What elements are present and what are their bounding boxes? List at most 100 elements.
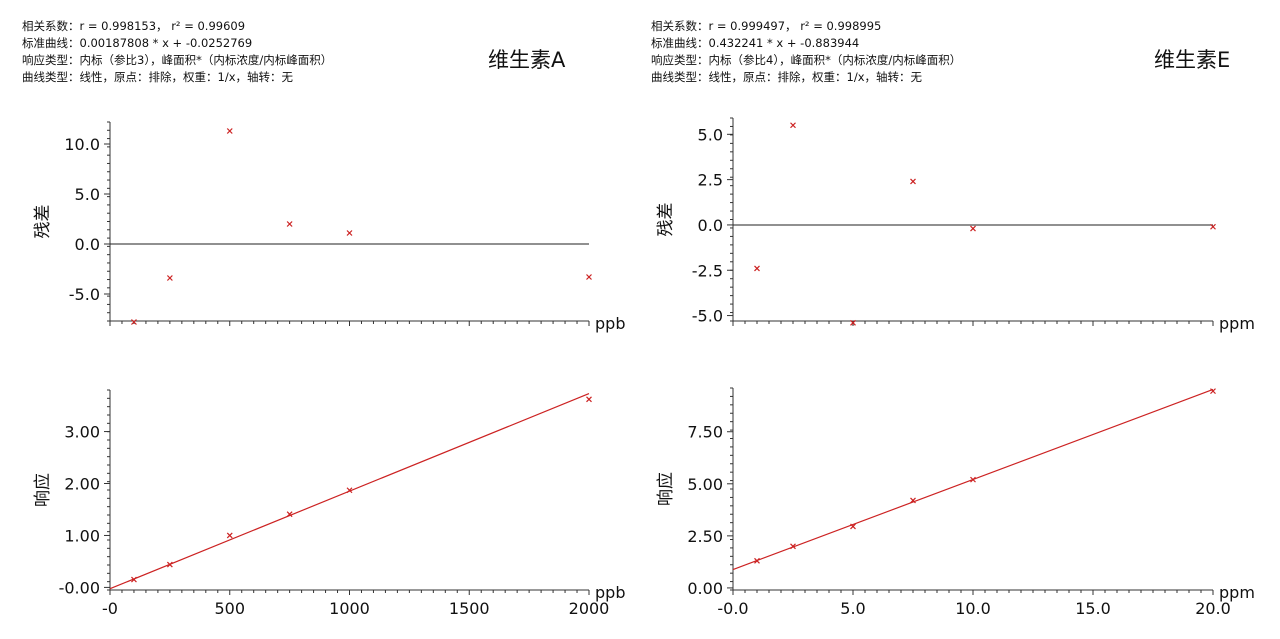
y-tick-label: 2.5 (698, 171, 723, 190)
data-point-stroke (586, 396, 592, 403)
y-tick-label: 5.0 (698, 125, 723, 144)
data-point (166, 275, 173, 281)
data-point (346, 230, 353, 236)
response-type-line: 响应类型：内标（参比3），峰面积*（内标浓度/内标峰面积） (22, 53, 333, 67)
y-axis-label: 残差 (33, 205, 53, 239)
data-point (131, 576, 137, 583)
x-tick-label: 10.0 (955, 599, 991, 618)
panel-title-vitamin-a: 维生素A (488, 48, 566, 72)
x-tick-label: -0 (102, 599, 118, 618)
data-point (790, 122, 796, 129)
data-point-stroke (286, 221, 293, 227)
response-type-line: 响应类型：内标（参比4），峰面积*（内标浓度/内标峰面积） (651, 53, 962, 67)
data-point (754, 557, 760, 564)
data-point-stroke (346, 487, 353, 494)
y-tick-label: 7.50 (687, 423, 723, 442)
x-unit-label: ppm (1219, 314, 1255, 333)
data-point-stroke (1210, 223, 1216, 230)
data-point (790, 543, 796, 550)
x-tick-label: 1000 (329, 599, 370, 618)
data-point-stroke (970, 225, 976, 232)
info-panel-vitamin-e: 相关系数：r = 0.999497， r² = 0.998995 标准曲线：0.… (651, 18, 961, 86)
curve-type-line: 曲线类型：线性，原点：排除，权重：1/x，轴转：无 (651, 70, 922, 84)
calibration-curve-line: 标准曲线：0.00187808 * x + -0.0252769 (22, 36, 253, 50)
calibration-curve-line: 标准曲线：0.432241 * x + -0.883944 (651, 36, 860, 50)
data-point (586, 274, 592, 280)
data-point (850, 523, 856, 530)
x-unit-label: ppb (595, 583, 625, 602)
data-point-stroke (790, 122, 796, 129)
y-tick-label: 0.0 (75, 235, 100, 254)
data-point-stroke (166, 561, 173, 568)
correlation-line: 相关系数：r = 0.998153， r² = 0.99609 (22, 19, 246, 33)
data-point (131, 319, 137, 325)
y-tick-label: -0.00 (59, 578, 100, 597)
y-tick-label: -2.5 (692, 261, 723, 280)
y-tick-label: 1.00 (64, 526, 100, 545)
y-tick-label: 2.00 (64, 475, 100, 494)
data-point (910, 178, 916, 185)
data-point-stroke (131, 319, 137, 325)
data-point (970, 225, 976, 232)
x-tick-label: 2000 (569, 599, 610, 618)
data-point-stroke (970, 476, 976, 483)
data-point-stroke (286, 511, 293, 518)
y-tick-label: -5.0 (692, 307, 723, 326)
data-point-stroke (754, 265, 760, 272)
data-point (850, 319, 856, 326)
y-tick-label: 0.00 (687, 579, 723, 598)
y-axis-label: 残差 (656, 203, 676, 237)
data-point (166, 561, 173, 568)
data-point-stroke (586, 274, 592, 280)
data-point-stroke (910, 497, 916, 504)
data-point (286, 221, 293, 227)
data-point-stroke (850, 319, 856, 326)
data-point (286, 511, 293, 518)
y-tick-label: 5.0 (75, 185, 100, 204)
x-unit-label: ppb (595, 314, 625, 333)
data-point-stroke (850, 523, 856, 530)
x-tick-label: 20.0 (1195, 599, 1231, 618)
data-point (1210, 223, 1216, 230)
data-point-stroke (910, 178, 916, 185)
x-tick-label: 500 (214, 599, 245, 618)
curve-type-line: 曲线类型：线性，原点：排除，权重：1/x，轴转：无 (22, 70, 293, 84)
chart-0: 10.0 5.0 0.0 -5.0 ppb 残差 (33, 121, 625, 333)
y-tick-label: 10.0 (64, 135, 100, 154)
y-tick-label: 3.00 (64, 423, 100, 442)
y-axis-label: 响应 (33, 473, 53, 507)
data-point-stroke (226, 532, 233, 539)
y-tick-label: 0.0 (698, 216, 723, 235)
x-tick-label: 15.0 (1075, 599, 1111, 618)
y-tick-label: -5.0 (69, 285, 100, 304)
fit-line (109, 393, 590, 590)
y-tick-label: 5.00 (687, 475, 723, 494)
x-unit-label: ppm (1219, 583, 1255, 602)
x-tick-label: -0.0 (717, 599, 748, 618)
data-point (346, 487, 353, 494)
data-point (226, 128, 233, 134)
y-axis-label: 响应 (656, 472, 676, 506)
x-tick-label: 1500 (449, 599, 490, 618)
data-point (910, 497, 916, 504)
data-point (226, 532, 233, 539)
panel-title-vitamin-e: 维生素E (1154, 48, 1231, 72)
data-point-stroke (131, 576, 137, 583)
x-tick-label: 5.0 (840, 599, 865, 618)
data-point (586, 396, 592, 403)
data-point (1210, 388, 1216, 395)
data-point (754, 265, 760, 272)
data-point-stroke (166, 275, 173, 281)
data-point-stroke (790, 543, 796, 550)
y-tick-label: 2.50 (687, 527, 723, 546)
data-point-stroke (226, 128, 233, 134)
data-point (970, 476, 976, 483)
chart-2: 5.0 2.5 0.0 -2.5 -5.0 ppm 残差 (656, 117, 1255, 333)
data-point-stroke (1210, 388, 1216, 395)
info-panel-vitamin-a: 相关系数：r = 0.998153， r² = 0.99609 标准曲线：0.0… (22, 18, 332, 86)
correlation-line: 相关系数：r = 0.999497， r² = 0.998995 (651, 19, 882, 33)
data-point-stroke (754, 557, 760, 564)
